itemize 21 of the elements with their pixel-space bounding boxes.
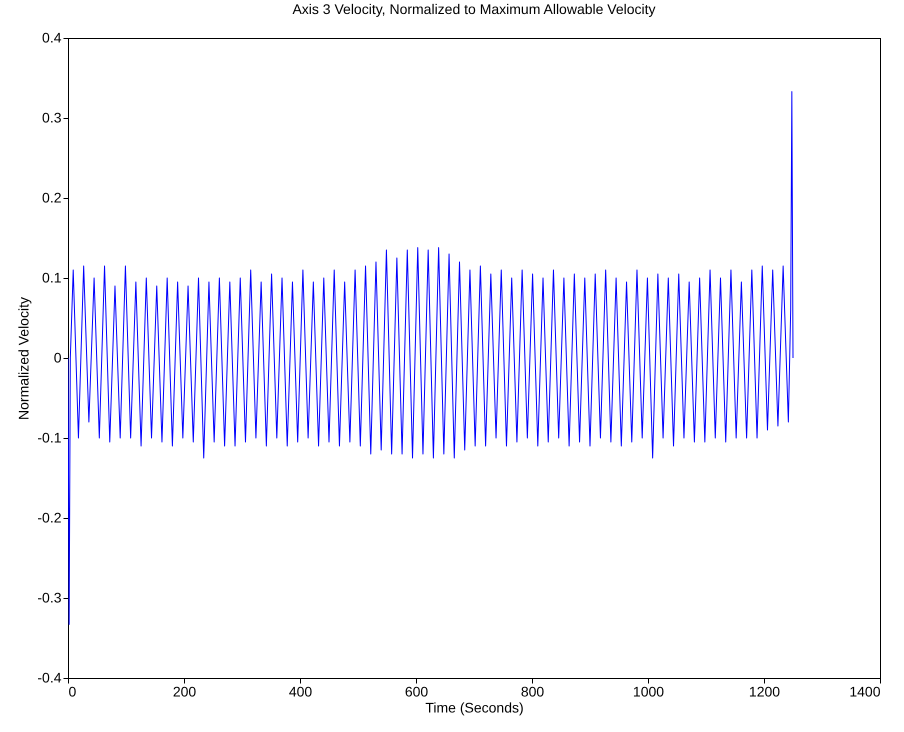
y-tick-label: 0.1 [42,270,62,286]
x-tick-label: 600 [404,684,428,700]
y-tick-label: 0 [54,350,62,366]
x-tick-label: 400 [288,684,312,700]
x-tick-label: 200 [172,684,196,700]
x-tick-label: 1000 [632,684,664,700]
y-tick-label: 0.2 [42,190,62,206]
y-tick-label: 0.4 [42,30,62,46]
x-tick-label: 1400 [849,684,881,700]
y-tick-label: -0.2 [37,510,62,526]
y-tick-label: -0.3 [37,590,62,606]
chart-title: Axis 3 Velocity, Normalized to Maximum Allowable Velocity [292,1,656,17]
x-tick-label: 1200 [748,684,780,700]
x-axis-title: Time (Seconds) [425,700,524,716]
x-tick-label: 0 [68,684,76,700]
y-tick-label: -0.1 [37,430,62,446]
x-tick-label: 800 [520,684,544,700]
y-tick-label: -0.4 [37,670,62,686]
y-axis-title: Normalized Velocity [15,297,32,420]
y-tick-label: 0.3 [42,110,62,126]
line-series [68,91,794,625]
